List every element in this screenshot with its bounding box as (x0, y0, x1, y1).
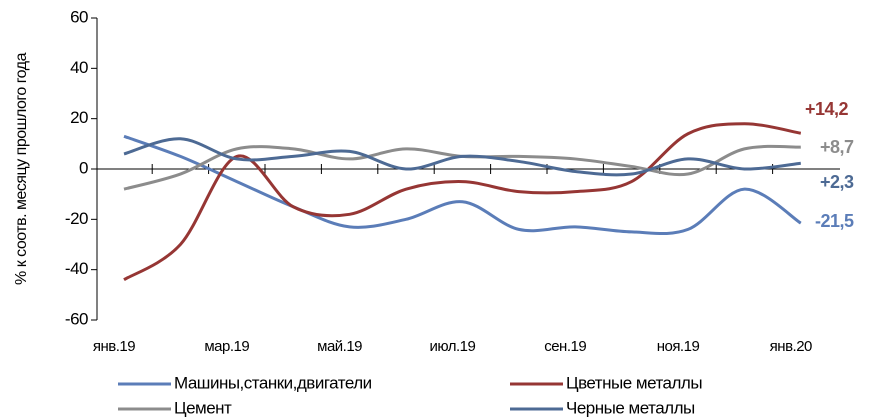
x-tick-label: ноя.19 (657, 338, 700, 355)
series-line (123, 137, 801, 177)
end-label: +8,7 (820, 137, 854, 157)
x-tick-label: мар.19 (204, 338, 249, 355)
end-label: +2,3 (820, 172, 854, 192)
x-tick-label: июл.19 (429, 338, 475, 355)
x-tick-label: май.19 (317, 338, 362, 355)
y-tick-label: -20 (65, 209, 88, 228)
y-axis-label: % к соотв. месяцу прошлого года (13, 52, 30, 285)
legend-label: Черные металлы (566, 398, 695, 417)
y-tick-label: 20 (70, 108, 88, 127)
series-line (123, 122, 802, 282)
y-tick-label: -40 (65, 259, 88, 278)
series-line (123, 134, 802, 235)
x-tick-label: сен.19 (544, 338, 586, 355)
y-tick-label: 0 (79, 158, 88, 177)
end-label: +14,2 (805, 99, 849, 119)
x-tick-label: янв.20 (770, 338, 812, 355)
y-tick-label: 60 (70, 7, 88, 26)
x-tick-label: янв.19 (93, 338, 135, 355)
legend-label: Машины,станки,двигатели (174, 373, 372, 392)
legend-label: Цемент (174, 398, 232, 417)
end-label: -21,5 (815, 211, 854, 231)
legend-label: Цветные металлы (566, 373, 702, 392)
y-tick-label: 40 (70, 58, 88, 77)
y-tick-label: -60 (65, 309, 88, 328)
